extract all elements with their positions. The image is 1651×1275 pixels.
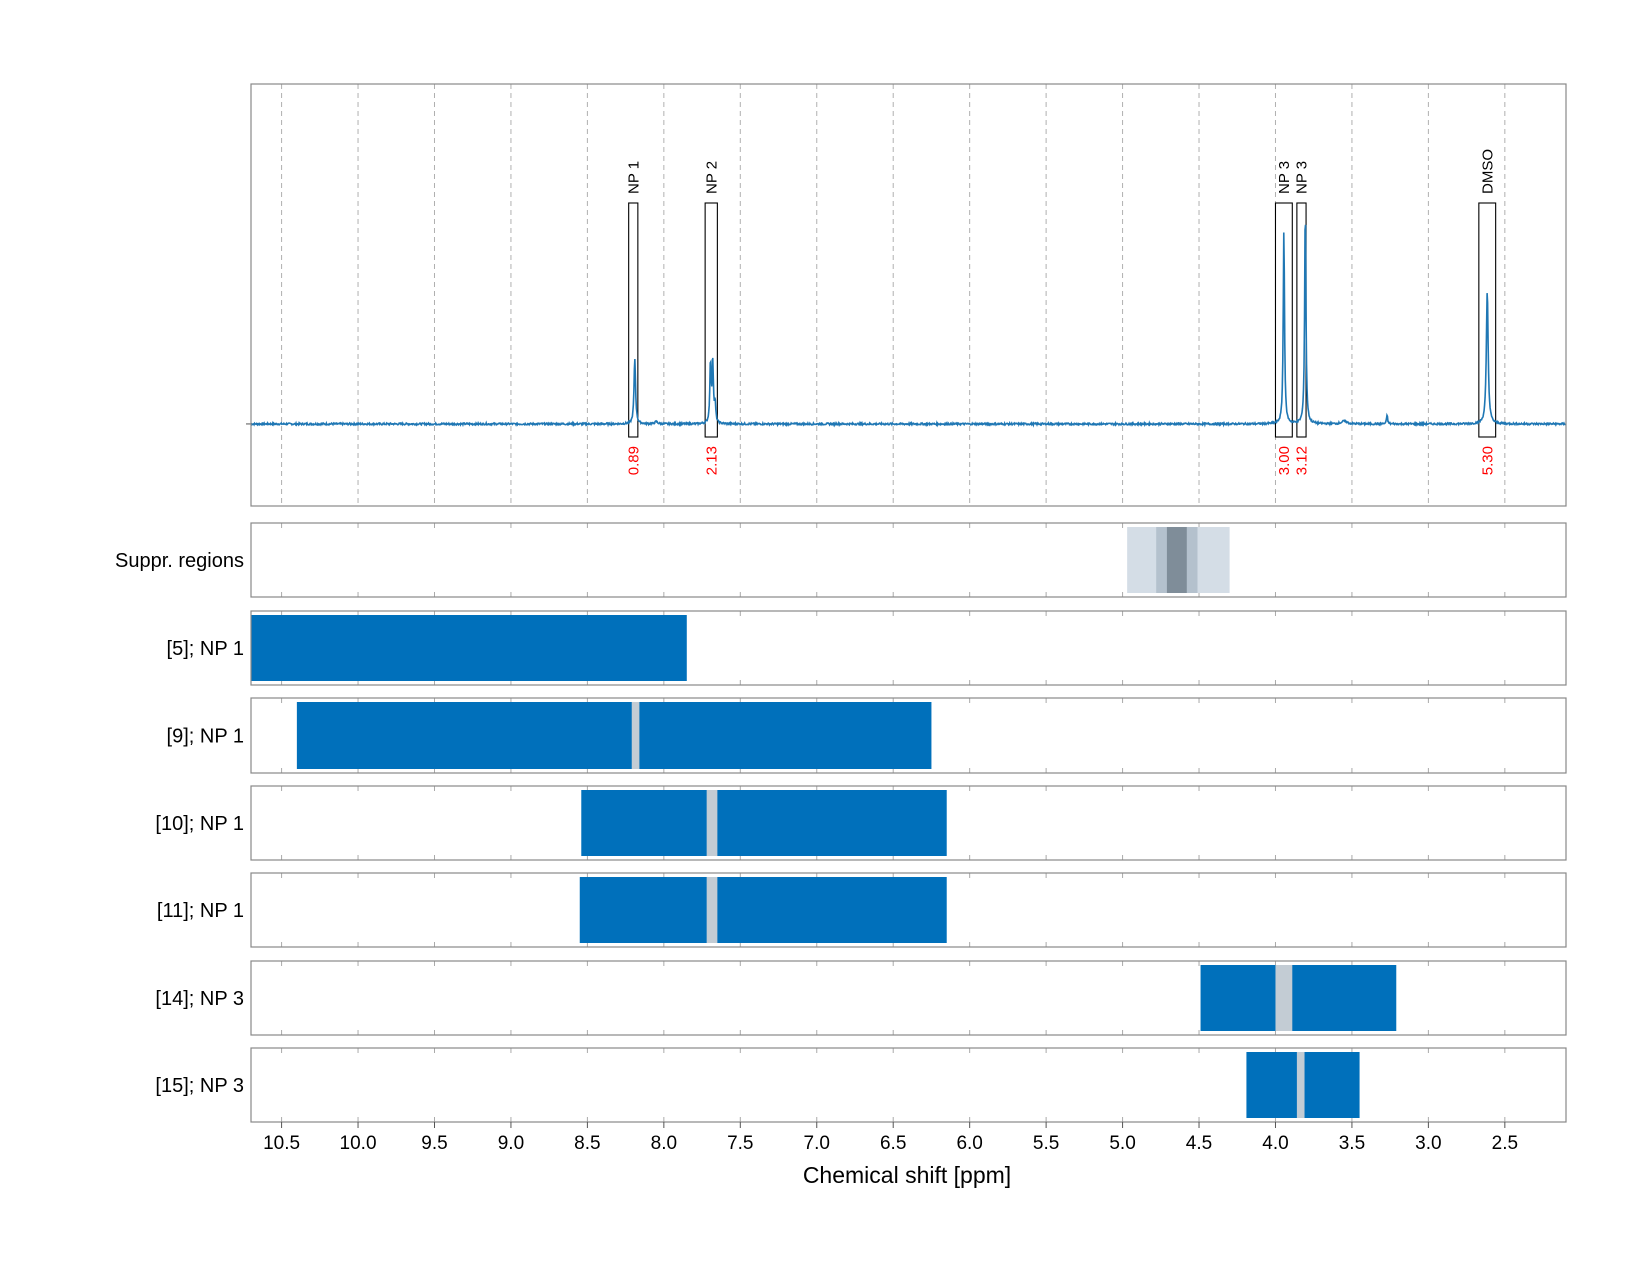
x-tick-label: 9.0 [498, 1133, 524, 1154]
peak-integral-label: 3.12 [1293, 446, 1310, 475]
fragment-row: [11]; NP 1 [157, 872, 1567, 948]
x-tick-label: 2.5 [1492, 1133, 1518, 1154]
panel-frame [250, 960, 1567, 1036]
x-tick-label: 4.5 [1186, 1133, 1212, 1154]
fragment-row-label: [5]; NP 1 [167, 638, 244, 660]
fragment-rows-panel: [5]; NP 1 [9]; NP 1 [10]; NP 1 [11]; NP 1 [1… [155, 610, 1567, 1123]
fragment-gap [1296, 1052, 1305, 1118]
panel-frame [250, 872, 1567, 948]
fragment-gap [1275, 965, 1293, 1031]
fragment-row-label: [14]; NP 3 [155, 988, 244, 1010]
fragment-row: [5]; NP 1 [167, 610, 1567, 686]
peak-annotation-label: NP 3 [1276, 161, 1293, 194]
fragment-bar [581, 790, 947, 856]
peak-annotation-label: NP 3 [1293, 161, 1310, 194]
x-tick-label: 6.0 [956, 1133, 982, 1154]
fragment-gap [706, 877, 718, 943]
x-tick-label: 4.0 [1262, 1133, 1288, 1154]
fragment-row: [14]; NP 3 [155, 960, 1567, 1036]
x-tick-label: 10.0 [340, 1133, 377, 1154]
peak-integral-label: 0.89 [625, 446, 642, 475]
peak-annotation-box [1274, 202, 1293, 438]
fragment-bar [1200, 965, 1397, 1031]
x-tick-label: 6.5 [880, 1133, 906, 1154]
suppressed-regions-panel: Suppr. regions [115, 522, 1567, 598]
x-tick-label: 7.5 [727, 1133, 753, 1154]
fragment-bar [296, 702, 932, 769]
peak-integral-label: 5.30 [1479, 446, 1496, 475]
x-tick-label: 9.5 [421, 1133, 447, 1154]
panel-frame [250, 697, 1567, 774]
peak-annotation-box [1478, 202, 1497, 438]
fragment-gap [706, 790, 718, 856]
peak-annotation-box [628, 202, 639, 438]
peak-integral-label: 3.00 [1276, 446, 1293, 475]
fragment-row: [10]; NP 1 [155, 785, 1567, 861]
fragment-bar [579, 877, 947, 943]
peak-annotation-box [704, 202, 718, 438]
x-tick-label: 3.5 [1339, 1133, 1365, 1154]
fragment-bar [251, 615, 687, 681]
peak-annotation-label: NP 1 [625, 161, 642, 194]
panel-frame [250, 1047, 1567, 1123]
peak-annotation-label: NP 2 [703, 161, 720, 194]
x-tick-label: 5.5 [1033, 1133, 1059, 1154]
panel-frame [250, 522, 1567, 598]
x-tick-label: 8.0 [651, 1133, 677, 1154]
x-tick-label: 5.0 [1109, 1133, 1135, 1154]
panel-frame [250, 785, 1567, 861]
x-tick-label: 8.5 [574, 1133, 600, 1154]
fragment-row-label: [9]; NP 1 [167, 726, 244, 748]
suppressed-regions-label: Suppr. regions [115, 550, 244, 572]
fragment-row: [9]; NP 1 [167, 697, 1567, 774]
x-tick-label: 3.0 [1415, 1133, 1441, 1154]
fragment-row-label: [11]; NP 1 [157, 900, 244, 922]
fragment-gap [631, 702, 640, 769]
panel-frame [250, 83, 1567, 507]
spectrum-panel: NP 1 0.89 NP 2 2.13 NP 3 3.00 NP 3 3.12 DMSO 5.30 [246, 83, 1567, 507]
x-axis-label: Chemical shift [ppm] [803, 1162, 1011, 1188]
spectrum-trace [250, 224, 1567, 428]
fragment-row-label: [10]; NP 1 [155, 813, 244, 835]
panel-frame [250, 610, 1567, 686]
peak-annotation-label: DMSO [1479, 149, 1496, 194]
peak-integral-label: 2.13 [703, 446, 720, 475]
fragment-row-label: [15]; NP 3 [155, 1075, 244, 1097]
x-axis: 10.5 10.0 9.5 9.0 8.5 8.0 7.5 7.0 6.5 6.0 5.5 5.0 4.… [263, 1122, 1518, 1154]
x-tick-label: 7.0 [804, 1133, 830, 1154]
fragment-row: [15]; NP 3 [155, 1047, 1567, 1123]
suppressed-band [1166, 527, 1187, 593]
x-tick-label: 10.5 [263, 1133, 300, 1154]
